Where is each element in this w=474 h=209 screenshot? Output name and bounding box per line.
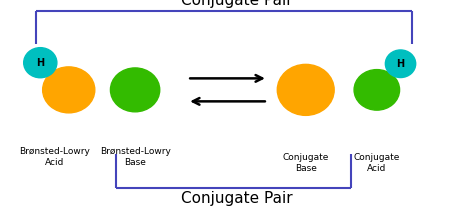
Text: Brønsted-Lowry
Base: Brønsted-Lowry Base <box>100 147 171 167</box>
Text: H: H <box>36 58 45 68</box>
Ellipse shape <box>354 70 400 110</box>
Text: Brønsted-Lowry
Acid: Brønsted-Lowry Acid <box>19 147 90 167</box>
Ellipse shape <box>43 67 95 113</box>
Text: Conjugate Pair: Conjugate Pair <box>181 191 293 206</box>
Text: H: H <box>396 59 405 69</box>
Text: Conjugate
Acid: Conjugate Acid <box>354 153 400 173</box>
Ellipse shape <box>110 68 160 112</box>
Text: Conjugate Pair: Conjugate Pair <box>181 0 293 8</box>
Ellipse shape <box>277 64 334 115</box>
Ellipse shape <box>385 50 416 78</box>
Ellipse shape <box>24 48 57 78</box>
Text: Conjugate
Base: Conjugate Base <box>283 153 329 173</box>
